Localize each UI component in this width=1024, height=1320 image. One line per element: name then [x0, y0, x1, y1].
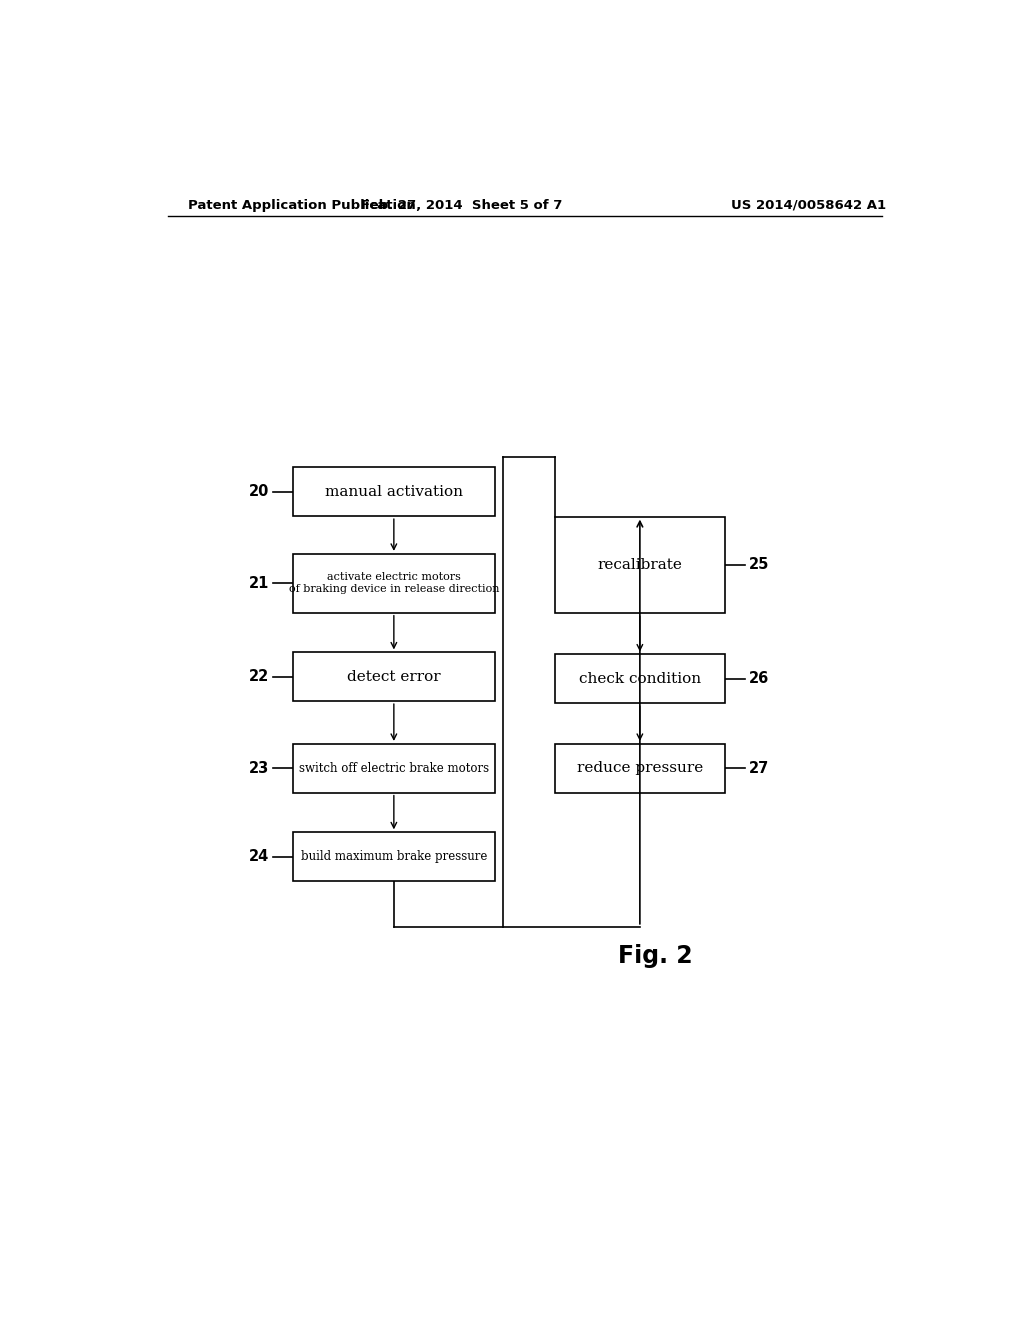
Text: detect error: detect error: [347, 669, 440, 684]
Text: US 2014/0058642 A1: US 2014/0058642 A1: [731, 198, 886, 211]
Text: 25: 25: [749, 557, 769, 573]
Text: check condition: check condition: [579, 672, 701, 686]
Bar: [555, 516, 725, 614]
Text: reduce pressure: reduce pressure: [577, 762, 703, 775]
Bar: [293, 833, 495, 880]
Text: 26: 26: [749, 672, 769, 686]
Text: 21: 21: [249, 576, 269, 591]
Text: 24: 24: [249, 849, 269, 865]
Bar: [293, 652, 495, 701]
Text: recalibrate: recalibrate: [597, 558, 682, 572]
Bar: [293, 744, 495, 792]
Text: 23: 23: [249, 760, 269, 776]
Text: Feb. 27, 2014  Sheet 5 of 7: Feb. 27, 2014 Sheet 5 of 7: [360, 198, 562, 211]
Text: activate electric motors
of braking device in release direction: activate electric motors of braking devi…: [289, 573, 499, 594]
Text: Patent Application Publication: Patent Application Publication: [187, 198, 416, 211]
Text: Fig. 2: Fig. 2: [618, 944, 693, 969]
Bar: [293, 554, 495, 612]
Bar: [555, 744, 725, 792]
Bar: [555, 655, 725, 704]
Text: 20: 20: [249, 484, 269, 499]
Text: build maximum brake pressure: build maximum brake pressure: [301, 850, 487, 863]
Bar: [293, 467, 495, 516]
Text: 22: 22: [249, 669, 269, 684]
Text: 27: 27: [749, 760, 769, 776]
Text: switch off electric brake motors: switch off electric brake motors: [299, 762, 488, 775]
Text: manual activation: manual activation: [325, 484, 463, 499]
